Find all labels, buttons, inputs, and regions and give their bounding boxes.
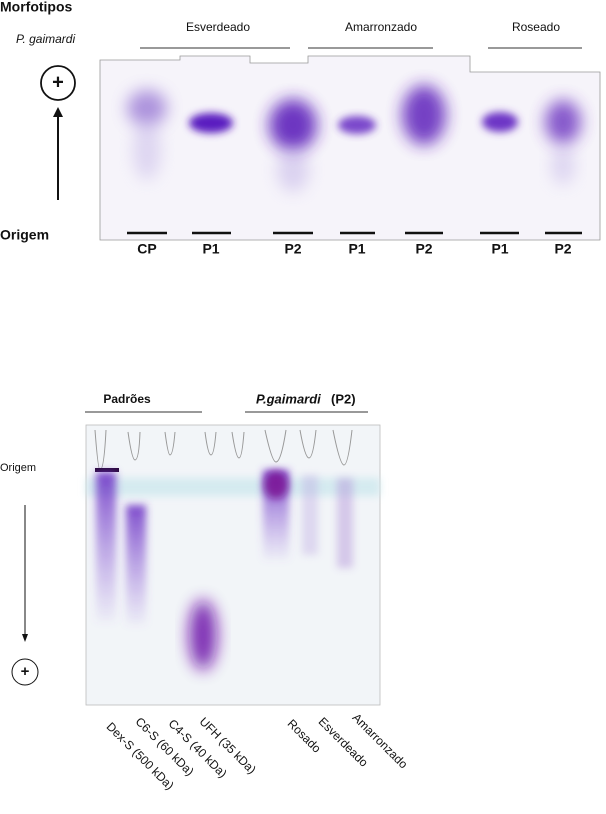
- well: [299, 429, 317, 459]
- lane-label: P2: [284, 241, 301, 257]
- bottom-panel: Padrões P.gaimardi (P2) Origem: [0, 391, 411, 792]
- lane-label: P1: [202, 241, 219, 257]
- well: [264, 429, 287, 463]
- well: [332, 429, 353, 466]
- pole-circle: [11, 658, 39, 686]
- band: [277, 148, 309, 192]
- lane-label: P2: [415, 241, 432, 257]
- standards-label: Padrões: [103, 392, 151, 406]
- band: [337, 478, 353, 568]
- well: [204, 431, 217, 456]
- well: [231, 431, 245, 459]
- band: [338, 116, 376, 134]
- bands: [127, 85, 581, 192]
- band: [127, 90, 167, 126]
- group-label: Roseado: [512, 20, 560, 34]
- lane-label: CP: [137, 241, 156, 257]
- arrow-head: [53, 107, 63, 117]
- band: [189, 113, 233, 133]
- well: [127, 431, 141, 461]
- pole-circle: [40, 65, 76, 101]
- lane-labels: Dex-S (500 kDa) C6-S (60 kDa) C4-S (40 k…: [104, 710, 411, 792]
- sample: (P2): [331, 391, 356, 406]
- origin-label: Origem: [0, 462, 36, 474]
- arrow-head: [22, 634, 28, 642]
- lane-label: P1: [348, 241, 365, 257]
- lane-label: P2: [554, 241, 571, 257]
- positive-pole: +: [21, 663, 30, 680]
- heading: Morfotipos: [0, 0, 73, 15]
- band: [95, 468, 119, 472]
- wells: [94, 429, 353, 471]
- group-label: Amarronzado: [345, 20, 417, 34]
- lane-labels: CP P1 P2 P1 P2 P1 P2: [137, 241, 572, 257]
- origin-label: Origem: [0, 227, 49, 243]
- band: [302, 475, 318, 555]
- gel: [99, 55, 601, 241]
- group-label: Esverdeado: [186, 20, 250, 34]
- positive-pole: +: [52, 71, 64, 93]
- gel-band: [86, 478, 380, 496]
- band: [269, 99, 317, 151]
- band: [96, 472, 116, 622]
- band: [551, 145, 575, 185]
- band: [133, 120, 161, 180]
- bands: [95, 468, 353, 670]
- species: P. gaimardi: [16, 32, 75, 46]
- lane-label: P1: [491, 241, 508, 257]
- band: [482, 112, 518, 132]
- band: [126, 505, 146, 625]
- band: [189, 600, 217, 670]
- species: P.gaimardi: [256, 391, 321, 406]
- well: [164, 431, 176, 456]
- top-panel: Morfotipos P. gaimardi Esverdeado Amarro…: [0, 0, 601, 257]
- band: [545, 100, 581, 144]
- band: [402, 85, 446, 145]
- band: [264, 471, 288, 499]
